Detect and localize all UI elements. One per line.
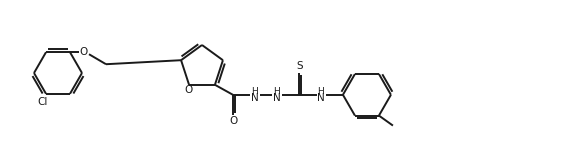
- Text: N: N: [251, 93, 259, 103]
- Text: H: H: [318, 87, 324, 96]
- Text: N: N: [317, 93, 325, 103]
- Text: Cl: Cl: [38, 97, 48, 107]
- Text: O: O: [184, 85, 192, 95]
- Text: S: S: [297, 61, 303, 71]
- Text: N: N: [273, 93, 281, 103]
- Text: O: O: [80, 47, 88, 57]
- Text: H: H: [251, 87, 258, 96]
- Text: H: H: [273, 87, 280, 96]
- Text: O: O: [230, 116, 238, 126]
